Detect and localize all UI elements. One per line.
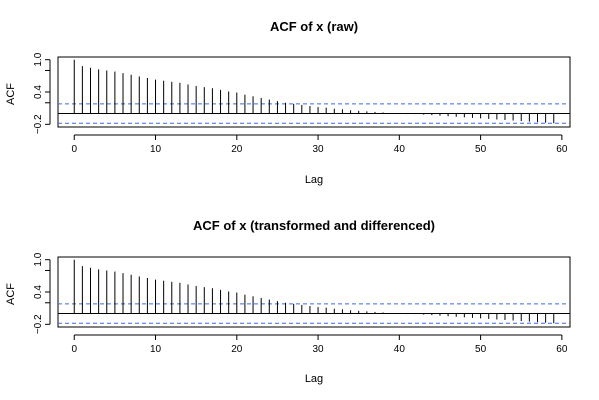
x-tick-label: 20 [231, 344, 243, 355]
y-tick-label: 1.0 [33, 52, 44, 66]
x-tick-label: 10 [150, 344, 162, 355]
plot-frame [57, 256, 571, 328]
x-tick-label: 30 [313, 344, 325, 355]
y-axis-label: ACF [5, 283, 17, 305]
x-axis-label: Lag [305, 174, 323, 186]
x-tick-label: 30 [313, 144, 325, 155]
y-tick-label: 0.4 [33, 85, 44, 99]
x-tick-label: 40 [394, 144, 406, 155]
x-tick-label: 60 [556, 344, 568, 355]
y-axis-label: ACF [5, 83, 17, 105]
y-tick-label: −0.2 [33, 114, 44, 134]
chart-title: ACF of x (transformed and differenced) [193, 218, 435, 233]
x-axis-label: Lag [305, 373, 323, 385]
acf-panel-transformed: ACF of x (transformed and differenced) 0… [5, 218, 571, 385]
acf-panel-raw: ACF of x (raw) 0 10 20 30 40 50 60 −0.20.41.0 … [5, 19, 571, 186]
x-tick-label: 0 [71, 344, 77, 355]
y-tick-label: 1.0 [33, 252, 44, 266]
x-tick-label: 0 [71, 144, 77, 155]
y-tick-label: 0.4 [33, 285, 44, 299]
x-tick-label: 20 [231, 144, 243, 155]
x-tick-label: 60 [556, 144, 568, 155]
y-tick-label: −0.2 [33, 314, 44, 334]
x-tick-label: 40 [394, 344, 406, 355]
x-tick-label: 10 [150, 144, 162, 155]
plot-frame [57, 56, 571, 128]
chart-title: ACF of x (raw) [270, 19, 358, 34]
x-tick-label: 50 [475, 344, 487, 355]
x-tick-label: 50 [475, 144, 487, 155]
